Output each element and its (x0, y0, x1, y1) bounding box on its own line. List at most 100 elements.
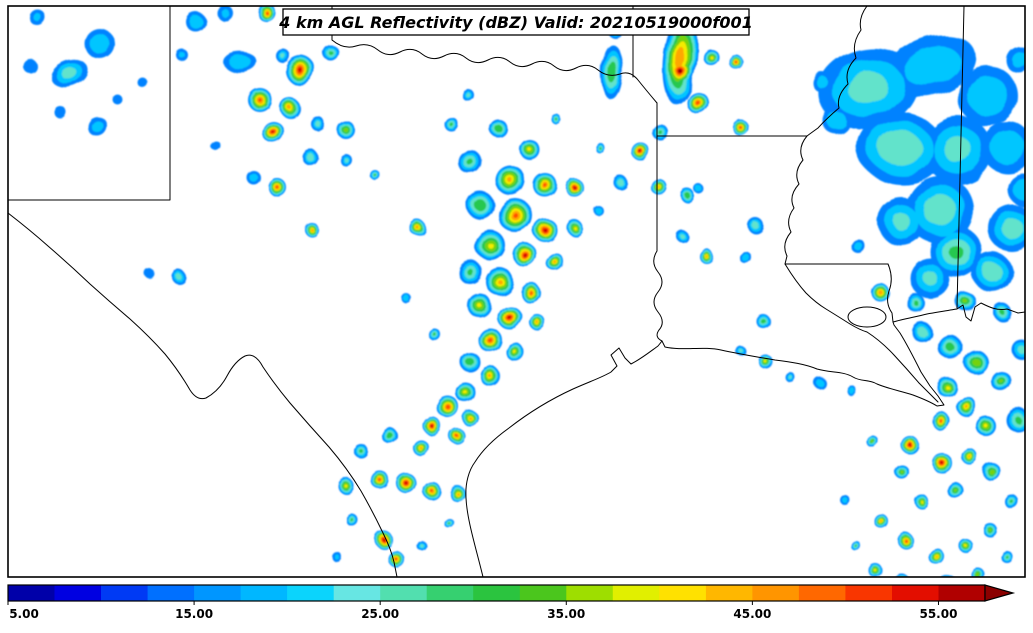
echo-cell (573, 226, 577, 230)
echo-cell (848, 387, 856, 395)
echo-cell (465, 92, 471, 98)
echo-cell (945, 342, 955, 352)
echo-cell (512, 212, 518, 218)
colorbar-tick-label: 15.00 (175, 607, 213, 621)
echo-cell (877, 289, 883, 295)
echo-cell (904, 539, 908, 543)
echo-cell (685, 193, 691, 199)
colorbar-segment (798, 585, 846, 601)
echo-cell (1013, 179, 1025, 201)
echo-cell (877, 129, 923, 167)
colorbar-segment (426, 585, 474, 601)
echo-cell (607, 60, 617, 84)
echo-cell (465, 357, 475, 367)
echo-cell (34, 14, 42, 22)
echo-cell (210, 140, 220, 150)
echo-cell (924, 194, 956, 226)
echo-cell (944, 136, 972, 164)
echo-cell (710, 56, 714, 60)
echo-cell (742, 254, 750, 262)
title-box (282, 8, 750, 36)
boundary-mississippi-river (784, 6, 868, 265)
echo-cell (528, 148, 532, 152)
echo-cell (616, 178, 624, 186)
echo-cell (343, 157, 349, 163)
echo-cell (573, 186, 577, 190)
colorbar-segment (566, 585, 614, 601)
echo-cell (639, 150, 643, 154)
echo-cell (450, 123, 454, 127)
echo-cell (738, 125, 742, 129)
echo-cell (848, 72, 888, 104)
echo-cell (893, 213, 911, 231)
echo-cell (487, 242, 493, 248)
echo-cell (696, 186, 704, 194)
echo-cell (468, 416, 472, 420)
echo-cell (939, 419, 943, 423)
colorbar-segment (8, 585, 56, 601)
echo-cell (310, 228, 314, 232)
colorbar-segment (473, 585, 521, 601)
colorbar-ticks: 5.00 15.00 25.00 35.00 45.00 55.00 (7, 601, 957, 621)
echo-cell (528, 290, 532, 294)
echo-cell (477, 303, 483, 309)
echo-cell (968, 76, 1008, 116)
echo-cell (360, 450, 364, 454)
colorbar-arrow (984, 584, 1016, 602)
echo-cell (351, 519, 355, 523)
echo-cell (91, 120, 103, 132)
echo-cell (430, 424, 434, 428)
echo-cell (543, 183, 547, 187)
colorbar-segment (333, 585, 381, 601)
echo-cell (999, 309, 1005, 315)
echo-cell (145, 269, 155, 279)
echo-cell (879, 519, 883, 523)
echo-cell (853, 241, 863, 251)
echo-cell (315, 121, 321, 127)
echo-cell (488, 374, 492, 378)
colorbar-tick-label: 35.00 (547, 607, 585, 621)
colorbar-segment (659, 585, 707, 601)
echo-cell (598, 146, 602, 150)
echo-cell (373, 173, 377, 177)
echo-cell (179, 52, 185, 58)
echo-cell (258, 98, 262, 102)
echo-cell (735, 61, 737, 63)
echo-cell (967, 454, 971, 458)
echo-cell (377, 477, 381, 481)
echo-cell (113, 95, 123, 105)
boundary-nm-tx (8, 6, 171, 201)
echo-cell (1011, 51, 1025, 69)
echo-cell (984, 424, 988, 428)
echo-cell (816, 76, 828, 88)
echo-cell (944, 384, 948, 388)
echo-cell (444, 403, 450, 409)
echo-cell (507, 177, 513, 183)
echo-cell (657, 129, 663, 135)
echo-cell (904, 46, 960, 86)
echo-cell (416, 226, 420, 230)
echo-cell (990, 130, 1025, 166)
echo-cell (843, 498, 849, 504)
echo-cell (919, 499, 923, 503)
echo-cell (553, 116, 557, 120)
echo-cell (940, 461, 944, 465)
echo-cell (54, 106, 66, 118)
echo-cell (418, 445, 422, 449)
plot-title: 4 km AGL Reflectivity (dBZ) Valid: 20210… (278, 8, 753, 36)
colorbar-tick-label: 5.00 (9, 607, 39, 621)
echo-cell (899, 579, 903, 583)
echo-cell (327, 49, 333, 55)
echo-cell (871, 440, 875, 444)
echo-cell (430, 489, 434, 493)
echo-cell (854, 544, 858, 548)
echo-cell (381, 537, 385, 541)
colorbar-tick-label: 25.00 (361, 607, 399, 621)
echo-cell (679, 233, 685, 239)
echo-cell (1018, 346, 1025, 354)
boundary-pearl-river (887, 263, 894, 323)
echo-cell (487, 337, 493, 343)
echo-cell (675, 46, 685, 70)
